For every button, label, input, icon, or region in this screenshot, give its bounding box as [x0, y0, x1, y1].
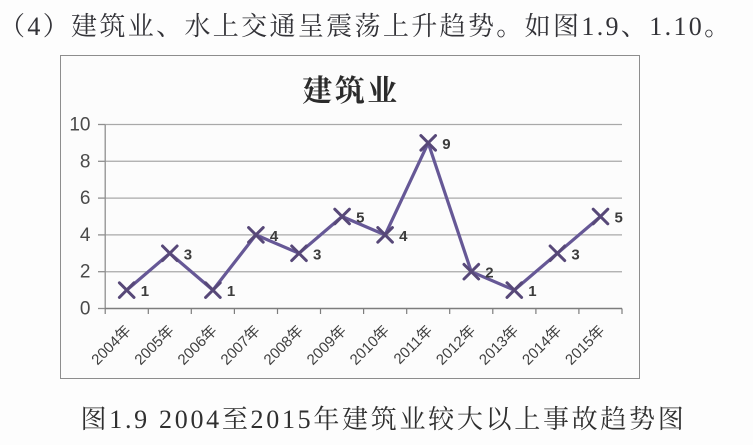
- svg-text:2010年: 2010年: [347, 322, 393, 368]
- svg-text:4: 4: [399, 228, 408, 245]
- svg-text:2014年: 2014年: [519, 322, 565, 368]
- svg-text:2004年: 2004年: [88, 322, 134, 368]
- svg-text:2013年: 2013年: [476, 322, 522, 368]
- svg-text:5: 5: [356, 210, 364, 227]
- svg-text:4: 4: [270, 228, 279, 245]
- svg-text:3: 3: [571, 246, 579, 263]
- svg-text:2015年: 2015年: [562, 322, 608, 368]
- svg-text:2007年: 2007年: [218, 322, 264, 368]
- svg-text:1: 1: [528, 283, 536, 300]
- svg-text:2: 2: [485, 265, 493, 282]
- svg-text:2: 2: [80, 262, 91, 283]
- svg-text:6: 6: [80, 188, 91, 209]
- svg-text:2006年: 2006年: [175, 322, 221, 368]
- svg-text:8: 8: [80, 151, 91, 172]
- svg-text:3: 3: [184, 246, 192, 263]
- svg-text:1: 1: [141, 283, 149, 300]
- svg-text:10: 10: [69, 115, 90, 136]
- svg-text:9: 9: [442, 136, 450, 153]
- svg-text:0: 0: [80, 299, 91, 320]
- svg-text:2012年: 2012年: [433, 322, 479, 368]
- svg-text:4: 4: [80, 225, 91, 246]
- svg-text:建筑业: 建筑业: [302, 75, 400, 108]
- svg-text:2008年: 2008年: [261, 322, 307, 368]
- svg-text:2011年: 2011年: [391, 322, 436, 367]
- svg-text:5: 5: [615, 210, 623, 227]
- svg-text:3: 3: [313, 246, 321, 263]
- svg-text:2005年: 2005年: [131, 322, 177, 368]
- svg-text:1: 1: [227, 283, 235, 300]
- svg-text:2009年: 2009年: [304, 322, 350, 368]
